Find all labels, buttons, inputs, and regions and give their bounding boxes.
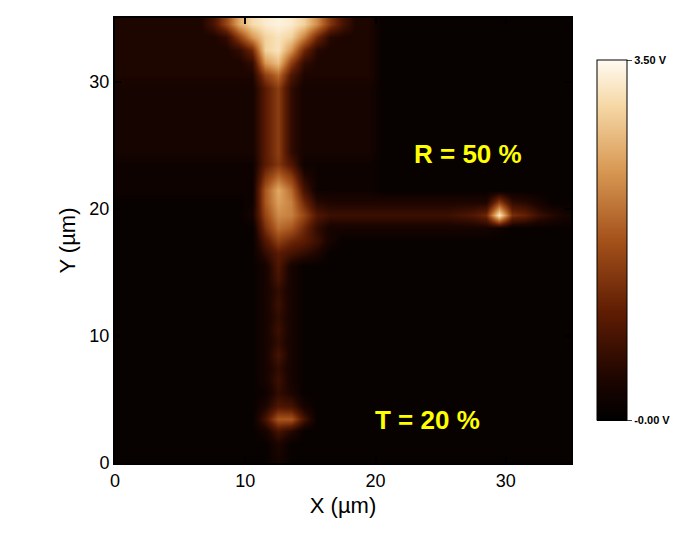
svg-text:0: 0 (110, 471, 120, 491)
svg-text:10: 10 (235, 471, 255, 491)
svg-text:10: 10 (89, 326, 109, 346)
svg-text:20: 20 (366, 471, 386, 491)
svg-text:0: 0 (99, 453, 109, 473)
svg-text:X (µm): X (µm) (310, 493, 376, 518)
svg-text:20: 20 (89, 199, 109, 219)
svg-text:T = 20 %: T = 20 % (375, 405, 480, 435)
svg-text:-0.00 V: -0.00 V (634, 414, 670, 426)
svg-text:Y (µm): Y (µm) (55, 207, 80, 273)
svg-text:30: 30 (496, 471, 516, 491)
svg-text:R = 50 %: R = 50 % (414, 139, 522, 169)
svg-text:30: 30 (89, 72, 109, 92)
svg-text:3.50 V: 3.50 V (634, 54, 666, 66)
